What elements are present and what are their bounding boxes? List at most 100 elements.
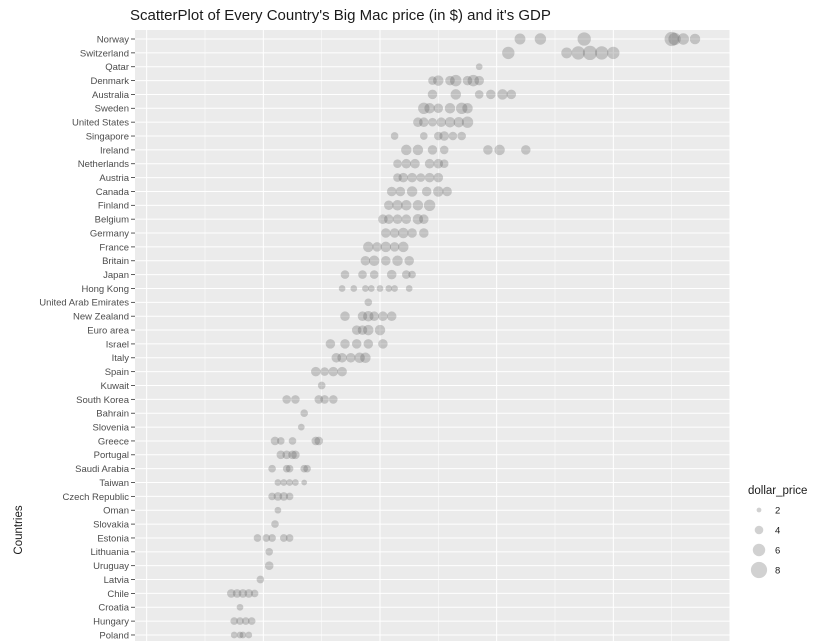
- data-point: [291, 450, 300, 460]
- data-point: [410, 158, 420, 169]
- data-point: [311, 436, 321, 446]
- data-point: [386, 311, 397, 321]
- legend-key-circle: [752, 543, 766, 557]
- data-point: [461, 116, 474, 128]
- data-point: [483, 145, 493, 155]
- y-axis-title: Countries: [13, 505, 25, 554]
- data-point: [238, 589, 248, 598]
- data-point: [401, 214, 412, 224]
- data-point: [376, 285, 384, 292]
- data-point: [474, 75, 484, 86]
- data-point: [378, 339, 388, 349]
- data-point: [455, 102, 468, 115]
- y-tick-label: Latvia: [104, 575, 130, 586]
- data-point: [288, 437, 297, 445]
- data-point: [450, 74, 462, 87]
- y-tick-label: Britain: [102, 256, 129, 267]
- data-point: [285, 492, 294, 501]
- data-point: [357, 311, 368, 321]
- data-point: [486, 89, 496, 100]
- y-tick-label: Taiwan: [99, 478, 129, 489]
- y-tick-label: Euro area: [87, 325, 129, 336]
- y-tick-label: Austria: [99, 173, 129, 184]
- data-point: [288, 450, 297, 460]
- data-point: [232, 589, 242, 598]
- data-point: [351, 339, 362, 349]
- y-tick-label: Croatia: [98, 603, 129, 614]
- data-point: [534, 33, 547, 45]
- data-point: [392, 214, 403, 224]
- data-point: [467, 74, 480, 87]
- data-point: [427, 89, 438, 100]
- data-point: [421, 186, 432, 197]
- y-tick-label: Israel: [106, 339, 129, 350]
- data-point: [494, 144, 505, 156]
- data-point: [286, 479, 293, 486]
- y-tick-label: Spain: [105, 367, 129, 378]
- data-point: [268, 492, 276, 501]
- data-point: [282, 395, 292, 404]
- data-point: [506, 89, 517, 100]
- data-point: [433, 186, 444, 197]
- data-point: [419, 228, 429, 238]
- data-point: [405, 285, 413, 292]
- legend-key-circle: [756, 507, 762, 513]
- data-point: [427, 145, 438, 155]
- y-tick-label: Singapore: [86, 131, 129, 142]
- legend-key-label: 2: [775, 505, 780, 516]
- data-point: [292, 479, 299, 486]
- data-point: [381, 256, 391, 266]
- data-point: [413, 117, 423, 127]
- data-point: [450, 89, 462, 100]
- data-point: [314, 436, 324, 446]
- data-point: [317, 381, 326, 390]
- data-point: [424, 172, 435, 183]
- y-tick-label: Switzerland: [80, 48, 129, 59]
- data-point: [521, 145, 531, 155]
- data-point: [338, 285, 346, 292]
- data-point: [300, 464, 309, 473]
- data-point: [291, 395, 300, 404]
- data-point: [689, 33, 701, 45]
- data-point: [561, 47, 573, 59]
- data-point: [384, 200, 394, 211]
- data-point: [337, 366, 347, 377]
- data-point: [368, 255, 380, 267]
- data-point: [401, 158, 412, 169]
- data-point: [285, 464, 294, 473]
- data-point: [230, 617, 239, 625]
- data-point: [424, 158, 435, 169]
- data-point: [279, 492, 289, 501]
- data-point: [444, 116, 456, 128]
- legend-key-label: 4: [775, 525, 780, 536]
- data-point: [265, 547, 274, 556]
- data-points: [227, 31, 701, 639]
- data-point: [433, 172, 444, 183]
- y-tick-label: Finland: [98, 201, 129, 212]
- data-point: [444, 103, 456, 114]
- data-point: [392, 200, 403, 211]
- data-point: [378, 214, 388, 224]
- data-point: [502, 46, 515, 60]
- data-point: [514, 33, 526, 45]
- data-point: [381, 228, 391, 238]
- data-point: [582, 45, 598, 61]
- data-point: [262, 534, 271, 542]
- data-point: [378, 311, 388, 321]
- y-tick-label: Slovakia: [93, 520, 130, 531]
- data-point: [389, 242, 400, 252]
- y-tick-label: Czech Republic: [62, 492, 129, 503]
- data-point: [419, 117, 429, 127]
- data-point: [577, 32, 591, 46]
- y-tick-label: Estonia: [97, 533, 129, 544]
- data-point: [340, 339, 350, 349]
- y-tick-label: Poland: [99, 630, 129, 641]
- data-point: [436, 117, 446, 127]
- data-point: [320, 395, 329, 404]
- data-point: [497, 89, 508, 100]
- data-point: [439, 131, 449, 141]
- data-point: [474, 90, 484, 99]
- y-tick-label: Netherlands: [78, 159, 129, 170]
- data-point: [439, 145, 449, 155]
- data-point: [314, 395, 324, 404]
